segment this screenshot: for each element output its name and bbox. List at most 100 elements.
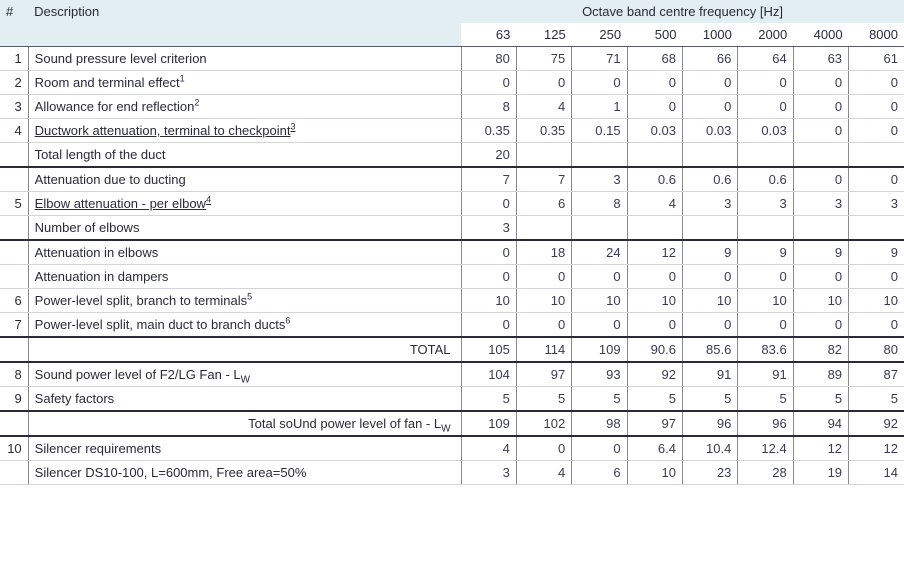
cell-value: 10.4: [682, 436, 737, 461]
cell-value: 8: [461, 95, 516, 119]
cell-value: 18: [516, 240, 571, 265]
row-index: [0, 461, 28, 485]
cell-value: 10: [627, 289, 682, 313]
header-frequency-row: 631252505001000200040008000: [0, 23, 904, 47]
cell-value: 3: [849, 192, 904, 216]
row-index: [0, 143, 28, 168]
cell-value: [849, 143, 904, 168]
table-row: 1Sound pressure level criterion807571686…: [0, 47, 904, 71]
cell-value: 66: [682, 47, 737, 71]
cell-value: 85.6: [682, 337, 737, 362]
cell-value: 0: [793, 167, 848, 192]
cell-value: 0: [793, 265, 848, 289]
cell-value: 83.6: [738, 337, 793, 362]
row-description: Power-level split, main duct to branch d…: [28, 313, 461, 338]
cell-value: 0: [682, 265, 737, 289]
cell-value: 9: [682, 240, 737, 265]
cell-value: 0.03: [627, 119, 682, 143]
cell-value: 0: [738, 313, 793, 338]
row-index: [0, 240, 28, 265]
cell-value: [572, 216, 627, 241]
cell-value: 23: [682, 461, 737, 485]
table-row: 4Ductwork attenuation, terminal to check…: [0, 119, 904, 143]
row-index: [0, 265, 28, 289]
row-description: Ductwork attenuation, terminal to checkp…: [28, 119, 461, 143]
cell-value: [738, 143, 793, 168]
cell-value: 0: [793, 119, 848, 143]
header-freq-250: 250: [572, 23, 627, 47]
cell-value: 61: [849, 47, 904, 71]
header-freq-63: 63: [461, 23, 516, 47]
cell-value: [627, 216, 682, 241]
table-body: 1Sound pressure level criterion807571686…: [0, 47, 904, 485]
cell-value: 14: [849, 461, 904, 485]
header-freq-8000: 8000: [849, 23, 904, 47]
row-index: [0, 167, 28, 192]
cell-value: 0.6: [682, 167, 737, 192]
header-blank: [28, 23, 461, 47]
cell-value: 7: [516, 167, 571, 192]
cell-value: 0: [849, 313, 904, 338]
cell-value: 5: [738, 387, 793, 412]
cell-value: 0: [461, 313, 516, 338]
cell-value: 0: [849, 265, 904, 289]
cell-value: 5: [793, 387, 848, 412]
cell-value: 10: [738, 289, 793, 313]
cell-value: [793, 216, 848, 241]
row-description: Allowance for end reflection2: [28, 95, 461, 119]
cell-value: 0: [572, 265, 627, 289]
cell-value: 0: [516, 265, 571, 289]
cell-value: 0: [461, 192, 516, 216]
cell-value: 97: [627, 411, 682, 436]
cell-value: 28: [738, 461, 793, 485]
cell-value: [682, 216, 737, 241]
row-description: Safety factors: [28, 387, 461, 412]
cell-value: 104: [461, 362, 516, 387]
table-row: 5Elbow attenuation - per elbow406843333: [0, 192, 904, 216]
cell-value: 0: [738, 95, 793, 119]
header-freq-125: 125: [516, 23, 571, 47]
table-row: Total soUnd power level of fan - LW10910…: [0, 411, 904, 436]
cell-value: 0: [738, 265, 793, 289]
cell-value: 0: [461, 240, 516, 265]
cell-value: 5: [682, 387, 737, 412]
header-freq-500: 500: [627, 23, 682, 47]
cell-value: 1: [572, 95, 627, 119]
cell-value: 109: [572, 337, 627, 362]
row-description: Attenuation in elbows: [28, 240, 461, 265]
cell-value: 9: [849, 240, 904, 265]
cell-value: 3: [461, 461, 516, 485]
row-description: Elbow attenuation - per elbow4: [28, 192, 461, 216]
cell-value: 0.03: [738, 119, 793, 143]
cell-value: 0.6: [738, 167, 793, 192]
cell-value: 0: [849, 167, 904, 192]
cell-value: 82: [793, 337, 848, 362]
cell-value: 0: [572, 313, 627, 338]
row-description: Total soUnd power level of fan - LW: [28, 411, 461, 436]
cell-value: 12: [793, 436, 848, 461]
cell-value: 91: [738, 362, 793, 387]
table-row: 2Room and terminal effect100000000: [0, 71, 904, 95]
table-row: 10Silencer requirements4006.410.412.4121…: [0, 436, 904, 461]
row-index: 1: [0, 47, 28, 71]
cell-value: [849, 216, 904, 241]
cell-value: [738, 216, 793, 241]
cell-value: 12.4: [738, 436, 793, 461]
row-index: 8: [0, 362, 28, 387]
cell-value: 10: [793, 289, 848, 313]
cell-value: 8: [572, 192, 627, 216]
table-row: TOTAL10511410990.685.683.68280: [0, 337, 904, 362]
cell-value: 90.6: [627, 337, 682, 362]
cell-value: 3: [682, 192, 737, 216]
row-index: [0, 337, 28, 362]
cell-value: 71: [572, 47, 627, 71]
cell-value: 3: [793, 192, 848, 216]
cell-value: 0: [516, 71, 571, 95]
cell-value: 5: [627, 387, 682, 412]
header-description: Description: [28, 0, 461, 23]
cell-value: 9: [738, 240, 793, 265]
cell-value: 63: [793, 47, 848, 71]
cell-value: 0: [461, 265, 516, 289]
cell-value: 0: [793, 95, 848, 119]
table-row: 9Safety factors55555555: [0, 387, 904, 412]
